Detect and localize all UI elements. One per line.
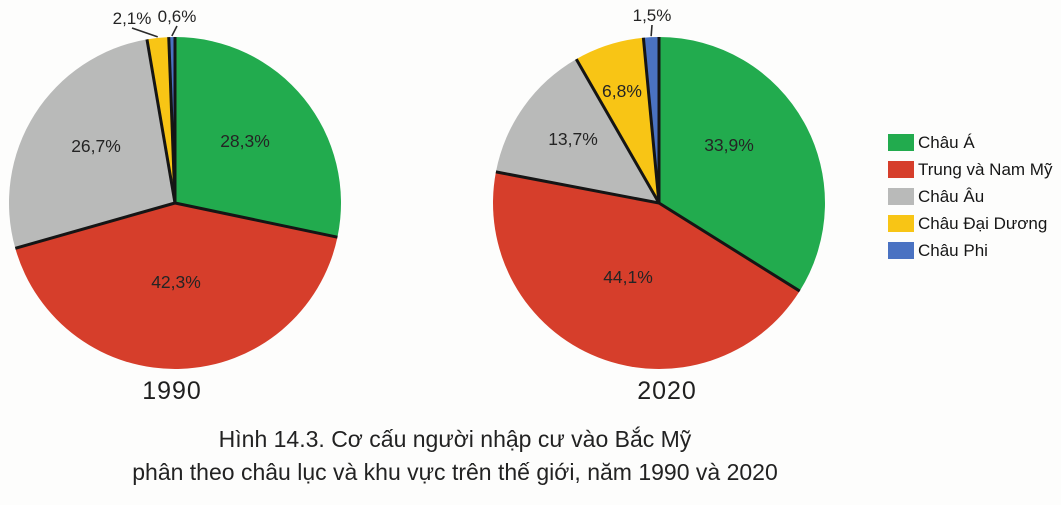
legend-swatch-trung-va-nam-my (888, 161, 914, 178)
caption-line-2: phân theo châu lục và khu vực trên thế g… (132, 459, 778, 485)
slice-percentage-label-chau-au: 13,7% (548, 129, 598, 149)
legend-label: Châu Âu (918, 186, 985, 206)
legend-item-chau-au: Châu Âu (888, 183, 1052, 210)
pie-charts-canvas: 28,3% 42,3% 26,7% 2,1% 0,6% 33,9% 44,1% 13,7% 6,… (8, 6, 825, 369)
label-leader-line (131, 27, 158, 38)
year-label-2020: 2020 (637, 377, 697, 405)
pie-slice-chau-a (175, 37, 341, 238)
legend-item-chau-a: Châu Á (888, 129, 1052, 156)
legend-swatch-chau-a (888, 134, 914, 151)
label-leader-line (650, 24, 653, 37)
slice-border-line (174, 201, 338, 239)
legend-item-chau-dai-duong: Châu Đại Dương (888, 210, 1052, 237)
slice-percentage-label-chau-a: 28,3% (220, 131, 270, 151)
slice-percentage-label-chau-a: 33,9% (704, 135, 754, 155)
label-leader-line (171, 25, 178, 37)
slice-border-line (641, 37, 661, 204)
slice-percentage-label-chau-dai-duong: 6,8% (602, 81, 642, 101)
pie-slice-chau-dai-duong (576, 37, 659, 203)
legend-label: Châu Á (918, 132, 975, 152)
slice-percentage-label-trung-va-nam-my: 42,3% (151, 272, 201, 292)
pie-1990: 28,3% 42,3% 26,7% 2,1% 0,6% (8, 7, 341, 369)
pie-slice-chau-au (8, 39, 175, 249)
pie-2020: 33,9% 44,1% 13,7% 6,8% 1,5% (493, 6, 825, 369)
slice-percentage-label-chau-phi: 0,6% (158, 7, 197, 26)
slice-border-line (658, 201, 801, 293)
legend-item-trung-va-nam-my: Trung và Nam Mỹ (888, 156, 1052, 183)
legend-swatch-chau-au (888, 188, 914, 205)
caption-line-1: Hình 14.3. Cơ cấu người nhập cư vào Bắc … (218, 426, 692, 452)
slice-border-line (167, 37, 177, 204)
legend-label: Châu Phi (918, 240, 988, 260)
legend-swatch-chau-phi (888, 242, 914, 259)
slice-percentage-label-chau-phi: 1,5% (633, 6, 672, 25)
slice-border-line (495, 170, 660, 205)
legend-swatch-chau-dai-duong (888, 215, 914, 232)
slice-percentage-label-chau-au: 26,7% (71, 136, 121, 156)
slice-percentage-label-chau-dai-duong: 2,1% (113, 9, 152, 28)
pie-slice-trung-va-nam-my (493, 171, 800, 369)
pie-slice-trung-va-nam-my (15, 203, 338, 369)
slice-border-line (14, 201, 176, 250)
legend-label: Châu Đại Dương (918, 213, 1048, 233)
year-label-1990: 1990 (142, 377, 202, 405)
legend-item-chau-phi: Châu Phi (888, 237, 1052, 264)
figure-caption: Hình 14.3. Cơ cấu người nhập cư vào Bắc … (25, 423, 885, 489)
slice-border-line (574, 58, 661, 204)
legend: Châu Á Trung và Nam Mỹ Châu Âu Châu Đại … (888, 129, 1052, 264)
slice-border-line (145, 39, 177, 204)
legend-label: Trung và Nam Mỹ (918, 159, 1053, 179)
pie-slice-chau-au (495, 59, 659, 203)
slice-percentage-label-trung-va-nam-my: 44,1% (603, 267, 653, 287)
